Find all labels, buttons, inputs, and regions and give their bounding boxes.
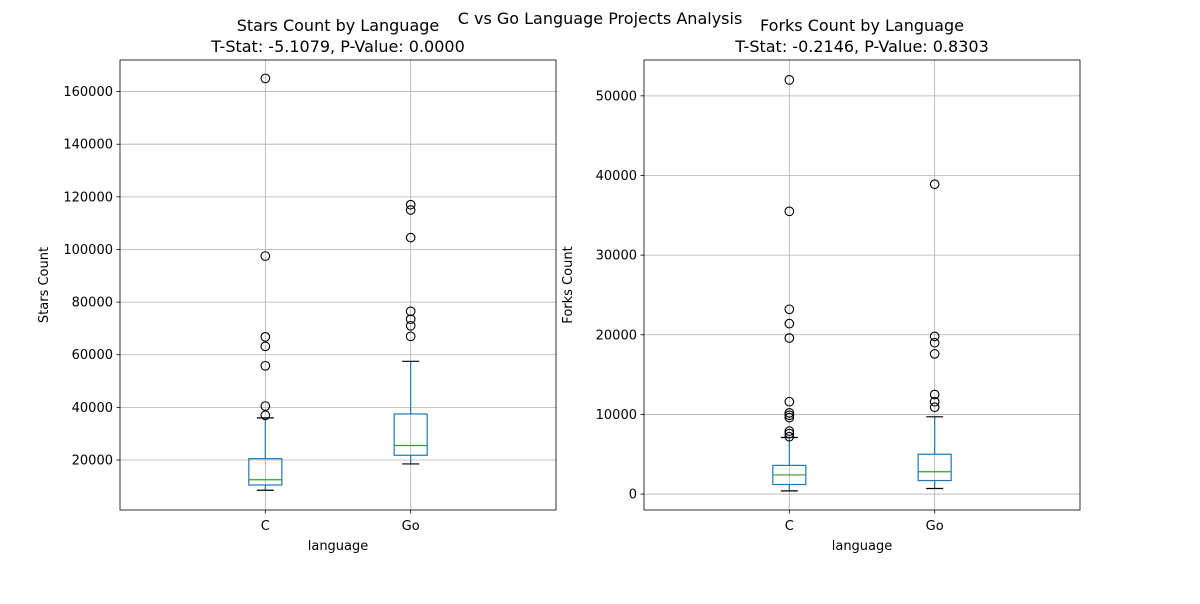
- box-C: [248, 73, 283, 491]
- outlier-point: [784, 396, 795, 407]
- outlier-point: [929, 349, 940, 359]
- y-tick-label: 100000: [63, 243, 113, 258]
- y-tick-label: 140000: [63, 138, 113, 153]
- outlier-point: [784, 428, 795, 439]
- box-Go: [917, 179, 952, 490]
- y-tick-label: 0: [629, 488, 637, 503]
- y-tick-label: 30000: [596, 249, 637, 264]
- iqr-box: [248, 458, 283, 486]
- axes-frame: [643, 59, 1081, 511]
- outlier-point: [784, 318, 795, 329]
- subplot-title: Stars Count by Language: [237, 16, 440, 35]
- subplot-title: Forks Count by Language: [760, 16, 964, 35]
- outlier-point: [260, 341, 271, 352]
- y-axis-label: Stars Count: [37, 247, 52, 323]
- x-tick-label: C: [785, 519, 794, 534]
- outlier-point: [784, 75, 795, 85]
- y-tick-label: 20000: [72, 454, 113, 469]
- subplot-2: 0 10000 20000 30000 40000 50000 C Go language For…: [561, 16, 1081, 554]
- outlier-point: [784, 412, 795, 423]
- outlier-point: [929, 179, 940, 190]
- y-tick-label: 40000: [596, 169, 637, 184]
- outlier-point: [405, 199, 416, 210]
- outlier-point: [929, 402, 940, 413]
- outlier-point: [405, 314, 416, 325]
- outlier-point: [784, 333, 795, 343]
- figure-suptitle: C vs Go Language Projects Analysis: [457, 9, 743, 28]
- box-Go: [393, 199, 428, 465]
- x-axis-label: language: [832, 539, 893, 554]
- y-tick-label: 40000: [72, 401, 113, 416]
- outlier-point: [784, 407, 795, 418]
- outlier-point: [784, 426, 795, 437]
- outlier-point: [260, 360, 271, 371]
- outlier-point: [260, 401, 271, 411]
- outlier-point: [929, 396, 940, 407]
- y-tick-label: 120000: [63, 190, 113, 205]
- y-tick-label: 160000: [63, 85, 113, 100]
- y-tick-label: 60000: [72, 348, 113, 363]
- y-tick-label: 80000: [72, 296, 113, 311]
- outlier-point: [260, 410, 271, 421]
- outlier-point: [405, 306, 416, 317]
- outlier-point: [929, 337, 940, 348]
- outlier-point: [405, 331, 416, 342]
- outlier-point: [405, 205, 416, 215]
- outlier-point: [784, 410, 795, 421]
- subplot-subtitle: T-Stat: -0.2146, P-Value: 0.8303: [734, 37, 989, 56]
- axes-frame: [119, 59, 557, 511]
- subplot-subtitle: T-Stat: -5.1079, P-Value: 0.0000: [210, 37, 465, 56]
- y-axis-label: Forks Count: [561, 246, 576, 323]
- outlier-point: [929, 331, 940, 342]
- box-C: [772, 75, 807, 492]
- outlier-point: [260, 251, 271, 261]
- iqr-box: [917, 453, 952, 482]
- outlier-point: [405, 320, 416, 331]
- outlier-point: [784, 304, 795, 315]
- subplot-1: 20000 40000 60000 80000 100000 120000 140000 16…: [37, 16, 557, 554]
- y-tick-label: 10000: [596, 408, 637, 423]
- x-axis-label: language: [308, 539, 369, 554]
- outlier-point: [260, 73, 271, 84]
- outlier-point: [405, 232, 416, 243]
- outlier-point: [260, 331, 271, 342]
- y-tick-label: 50000: [596, 89, 637, 104]
- y-tick-label: 20000: [596, 328, 637, 343]
- outlier-point: [929, 389, 940, 400]
- outlier-point: [784, 206, 795, 217]
- x-tick-label: C: [261, 519, 270, 534]
- outlier-point: [784, 431, 795, 442]
- iqr-box: [393, 413, 428, 456]
- x-tick-label: Go: [402, 519, 420, 534]
- x-tick-label: Go: [926, 519, 944, 534]
